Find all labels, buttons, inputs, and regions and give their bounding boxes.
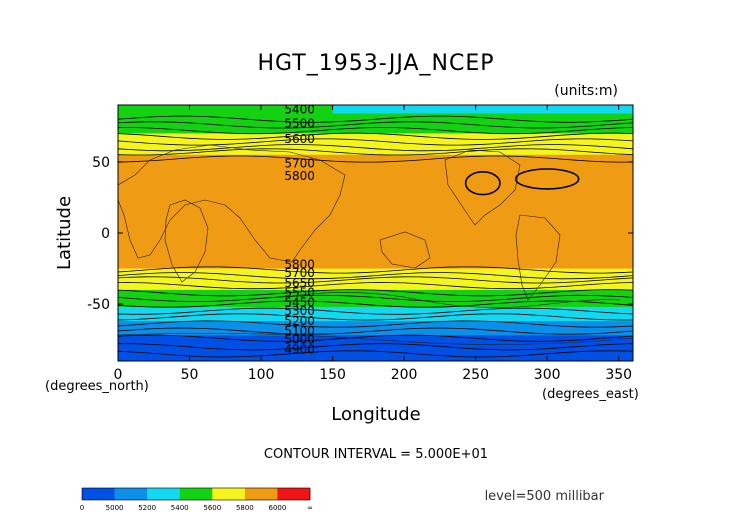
contour-line [118, 307, 633, 315]
contour-band [118, 268, 633, 291]
contour-label: 5600 [284, 132, 315, 146]
level-text: level=500 millibar [485, 489, 605, 504]
y-tick-label: -50 [87, 297, 110, 313]
colorbar-swatch [277, 488, 295, 500]
colorbar-label: 5800 [236, 504, 254, 512]
contour-band [118, 154, 633, 270]
contour-line [118, 294, 633, 302]
y-tick-label: 50 [92, 155, 110, 171]
contour-line [514, 168, 580, 190]
x-tick-label: 250 [462, 367, 489, 383]
colorbar-swatch [147, 488, 164, 500]
contour-line [118, 320, 633, 328]
colorbar-label: 5400 [171, 504, 189, 512]
y-axis-ticks: 50 0 -50 [87, 155, 633, 313]
contour-band [118, 289, 633, 308]
chart-title: HGT_1953-JJA_NCEP [257, 51, 494, 76]
x-axis-ticks: 0 50 100 150 200 250 300 350 [114, 105, 632, 383]
colorbar-swatch [130, 488, 148, 500]
colorbar-label: 5200 [138, 504, 156, 512]
y-unit-label: (degrees_north) [45, 379, 149, 394]
contour-line [118, 155, 633, 163]
contour-line [118, 313, 633, 321]
y-tick-label: 0 [101, 226, 110, 242]
colorbar-swatch [196, 488, 213, 500]
contour-label: 5800 [284, 257, 315, 271]
contour-label: 5000 [284, 333, 315, 347]
colorbar-swatch [98, 488, 115, 500]
colorbar-label: ∞ [307, 504, 313, 512]
contour-line [118, 272, 633, 280]
contour-labels: 5400550056005700580058005700565055505450… [284, 102, 315, 356]
contour-line [118, 300, 633, 308]
coastlines [118, 144, 633, 345]
contour-line [118, 148, 633, 156]
colorbar-swatch [163, 488, 181, 500]
contour-line [118, 350, 633, 358]
contour-label: 5400 [284, 102, 315, 116]
units-label: (units:m) [554, 83, 618, 99]
contour-label: 5500 [284, 116, 315, 130]
contour-line [118, 127, 633, 135]
contour-line [118, 289, 633, 297]
y-axis-label: Latitude [54, 196, 75, 270]
x-tick-label: 50 [181, 367, 199, 383]
contour-line [118, 138, 633, 146]
contour-line [118, 276, 633, 284]
colorbar-swatch [212, 488, 229, 500]
x-tick-label: 0 [114, 367, 123, 383]
x-tick-label: 300 [534, 367, 561, 383]
contour-line [118, 343, 633, 351]
contour-line [118, 327, 633, 335]
colorbar-swatch [261, 488, 278, 500]
plot-area [118, 105, 633, 361]
x-tick-label: 150 [319, 367, 346, 383]
contour-line [464, 171, 501, 196]
contour-label: 5550 [284, 286, 315, 300]
colorbar-label: 5600 [203, 504, 221, 512]
colorbar: 0 5000 5200 5400 5600 5800 6000 ∞ [80, 487, 313, 512]
contour-line [118, 334, 633, 342]
colorbar-frame [81, 487, 311, 501]
contour-line [118, 115, 633, 123]
contour-label: 5700 [284, 156, 315, 170]
x-axis-label: Longitude [331, 404, 421, 425]
colorbar-swatch [179, 488, 197, 500]
colorbar-swatch [293, 488, 311, 500]
contour-label: 5800 [284, 169, 315, 183]
x-tick-label: 100 [248, 367, 275, 383]
contour-band [118, 105, 333, 114]
colorbar-label: 5000 [106, 504, 124, 512]
colorbar-swatch [228, 488, 246, 500]
contour-band [118, 105, 633, 114]
contour-band [118, 321, 633, 336]
contour-label: 5450 [284, 296, 315, 310]
contour-line [118, 121, 633, 129]
contour-line [118, 144, 633, 152]
x-tick-label: 350 [605, 367, 632, 383]
contour-label: 5300 [284, 304, 315, 318]
contour-band [118, 113, 633, 134]
x-tick-label: 200 [391, 367, 418, 383]
colorbar-swatch [244, 488, 262, 500]
contour-line [118, 132, 633, 140]
x-unit-label: (degrees_east) [542, 387, 639, 402]
colorbar-swatch [114, 488, 132, 500]
contour-label: 5650 [284, 276, 315, 290]
filled-contour-bands [118, 105, 633, 361]
contour-label: 5200 [284, 314, 315, 328]
contour-label: 5700 [284, 266, 315, 280]
contour-line [118, 282, 633, 290]
colorbar-label: 0 [80, 504, 84, 512]
contour-interval-text: CONTOUR INTERVAL = 5.000E+01 [264, 447, 488, 462]
colorbar-swatch [82, 488, 99, 500]
colorbar-label: 6000 [269, 504, 287, 512]
contour-lines [118, 115, 633, 358]
contour-line [118, 266, 633, 274]
contour-label: 5100 [284, 324, 315, 338]
contour-label: 4900 [284, 343, 315, 357]
